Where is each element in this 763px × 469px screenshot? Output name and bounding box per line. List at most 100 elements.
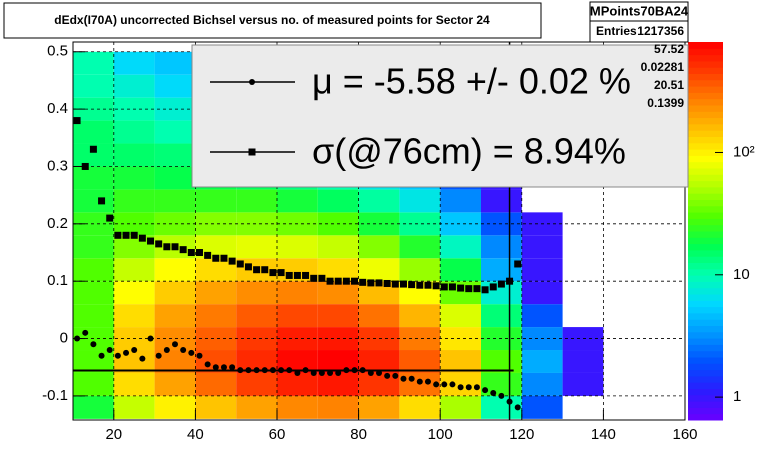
marker	[440, 283, 448, 291]
heatmap-cell	[236, 395, 277, 419]
heatmap-cell	[73, 235, 114, 259]
heatmap-cell	[481, 350, 522, 373]
marker	[138, 234, 146, 242]
stats-label: Entries	[596, 24, 637, 38]
heatmap-cell	[440, 189, 481, 213]
marker	[196, 352, 203, 359]
marker	[326, 277, 334, 285]
marker	[89, 145, 97, 153]
marker	[179, 246, 187, 254]
heatmap-cell	[195, 372, 237, 396]
heatmap-cell	[358, 350, 400, 373]
marker	[351, 367, 358, 374]
heatmap-cell	[236, 304, 277, 328]
heatmap-cell	[73, 120, 114, 144]
marker	[514, 404, 521, 411]
heatmap-cell	[317, 350, 359, 373]
heatmap-cell	[73, 166, 114, 190]
colorbar-step	[688, 287, 723, 295]
heatmap-cell	[73, 143, 114, 167]
colorbar-step	[688, 212, 723, 219]
heatmap-cell	[481, 258, 522, 282]
marker	[139, 355, 146, 362]
heatmap-cell	[481, 304, 522, 328]
heatmap-cell	[113, 51, 155, 75]
marker	[433, 381, 440, 388]
marker	[106, 347, 113, 354]
legend-box	[191, 44, 689, 188]
colorbar-step	[688, 42, 723, 49]
marker	[114, 352, 121, 359]
stats-value: 0.1399	[647, 96, 684, 110]
plot-frame	[72, 41, 686, 421]
marker	[237, 367, 244, 374]
marker	[278, 367, 285, 374]
heatmap-cell	[195, 258, 237, 282]
heatmap-cell	[317, 189, 359, 213]
colorbar-step	[688, 275, 723, 282]
marker	[376, 369, 382, 376]
heatmap-cell	[154, 143, 196, 167]
marker	[481, 286, 489, 294]
z-tick-label: 1	[733, 388, 741, 405]
heatmap-cell	[521, 304, 563, 328]
marker	[473, 285, 481, 293]
marker	[220, 364, 227, 371]
marker	[155, 240, 163, 248]
marker	[147, 335, 154, 342]
y-tick-label: 0.4	[47, 100, 68, 117]
colorbar-step	[688, 149, 723, 156]
marker	[465, 384, 472, 391]
marker	[204, 361, 211, 368]
marker	[399, 280, 407, 288]
colorbar-step	[688, 117, 723, 125]
colorbar-step	[688, 363, 723, 371]
heatmap-cell	[195, 327, 237, 351]
heatmap-cell	[73, 74, 114, 98]
heatmap-cell	[236, 189, 277, 213]
marker	[212, 254, 220, 262]
legend-marker	[248, 148, 256, 156]
marker	[310, 369, 317, 376]
z-tick-label: 10	[733, 266, 750, 283]
marker	[424, 281, 432, 289]
marker	[482, 387, 489, 394]
marker	[106, 214, 114, 222]
colorbar-step	[688, 224, 723, 232]
colorbar-step	[688, 281, 723, 289]
heatmap-cell	[154, 372, 196, 396]
x-tick-label: 40	[187, 426, 204, 443]
heatmap-cell	[113, 120, 155, 144]
marker	[335, 369, 342, 376]
marker	[229, 364, 236, 371]
y-tick-label: 0.2	[47, 215, 68, 232]
heatmap-cell	[481, 189, 522, 213]
z-tick-label: 10²	[733, 143, 755, 160]
colorbar-step	[688, 388, 723, 396]
heatmap-cell	[113, 74, 155, 98]
marker	[416, 378, 423, 385]
marker	[285, 271, 293, 279]
heatmap-cell	[440, 327, 481, 351]
colorbar-step	[688, 312, 723, 320]
marker	[130, 231, 138, 239]
heatmap-cell	[562, 372, 604, 396]
heatmap-cell	[113, 395, 155, 419]
marker	[392, 372, 399, 379]
heatmap-cell	[277, 304, 318, 328]
colorbar-step	[688, 186, 723, 194]
colorbar-step	[688, 161, 723, 169]
marker	[131, 347, 138, 354]
heatmap-cell	[481, 372, 522, 396]
heatmap-cell	[236, 212, 277, 236]
stats-value: 57.52	[654, 42, 684, 56]
chart-title: dEdx(I70A) uncorrected Bichsel versus no…	[54, 13, 490, 27]
heatmap-cell	[277, 189, 318, 213]
marker	[318, 274, 326, 282]
marker	[212, 364, 219, 371]
colorbar-step	[688, 369, 723, 377]
heatmap-cell	[277, 372, 318, 396]
heatmap-cell	[113, 281, 155, 305]
marker	[82, 329, 89, 336]
